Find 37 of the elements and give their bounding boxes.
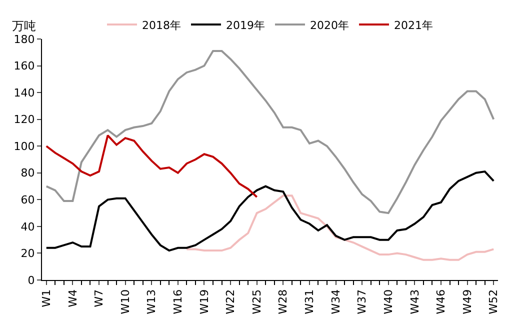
x-tick-label: W49 <box>460 289 474 314</box>
x-tick-label: W22 <box>224 289 238 314</box>
x-tick-label: W7 <box>92 289 106 308</box>
x-tick-label: W25 <box>250 289 264 314</box>
line-series <box>45 170 495 252</box>
x-tick-label: W37 <box>356 289 369 314</box>
x-tick-label: W40 <box>382 289 395 314</box>
legend-label: 2019年 <box>226 18 265 32</box>
legend-label: 2020年 <box>310 18 349 32</box>
y-tick-label: 120 <box>14 113 35 126</box>
x-tick-label: W10 <box>118 289 132 314</box>
x-tick-label: W43 <box>408 289 422 314</box>
line-series <box>186 194 495 261</box>
y-tick-label: 140 <box>14 86 35 100</box>
y-tick-label: 40 <box>20 220 35 234</box>
y-tick-label: 20 <box>20 247 35 260</box>
legend-label: 2018年 <box>142 18 181 32</box>
x-tick-label: W34 <box>329 289 342 314</box>
x-tick-label: W13 <box>145 289 158 314</box>
x-tick-label: W28 <box>276 289 290 314</box>
y-tick-label: 100 <box>14 140 35 153</box>
y-tick-label: 60 <box>20 194 35 207</box>
line-series <box>45 50 495 214</box>
x-tick-label: W52 <box>487 289 500 314</box>
y-tick-label: 80 <box>20 166 35 180</box>
line-series <box>45 134 258 198</box>
y-axis-title: 万吨 <box>12 19 36 33</box>
x-tick-label: W16 <box>171 289 184 314</box>
legend-label: 2021年 <box>394 18 433 32</box>
x-tick-label: W4 <box>66 289 80 308</box>
x-tick-label: W1 <box>40 289 53 308</box>
x-tick-label: W31 <box>303 289 316 314</box>
y-tick-label: 0 <box>28 274 35 287</box>
y-tick-label: 180 <box>14 32 35 46</box>
y-tick-label: 160 <box>14 60 35 73</box>
x-tick-label: W19 <box>198 289 211 314</box>
x-tick-label: W46 <box>434 289 448 314</box>
